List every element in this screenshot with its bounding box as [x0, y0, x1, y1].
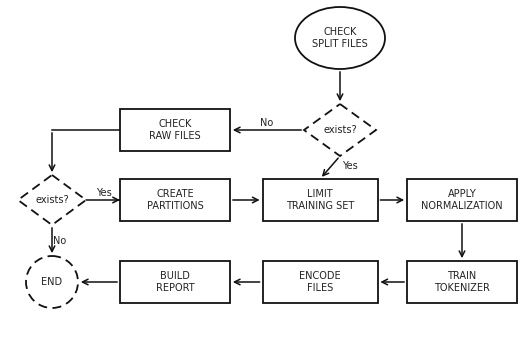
- Text: TRAIN
TOKENIZER: TRAIN TOKENIZER: [434, 271, 490, 293]
- Text: exists?: exists?: [35, 195, 69, 205]
- FancyBboxPatch shape: [262, 179, 378, 221]
- FancyBboxPatch shape: [120, 109, 230, 151]
- Text: APPLY
NORMALIZATION: APPLY NORMALIZATION: [421, 189, 503, 211]
- FancyBboxPatch shape: [407, 179, 517, 221]
- Text: exists?: exists?: [323, 125, 357, 135]
- Text: END: END: [42, 277, 63, 287]
- FancyBboxPatch shape: [120, 179, 230, 221]
- FancyBboxPatch shape: [262, 261, 378, 303]
- Text: CREATE
PARTITIONS: CREATE PARTITIONS: [147, 189, 204, 211]
- Text: No: No: [260, 118, 274, 128]
- Text: ENCODE
FILES: ENCODE FILES: [299, 271, 341, 293]
- Text: Yes: Yes: [342, 161, 358, 171]
- Circle shape: [26, 256, 78, 308]
- FancyBboxPatch shape: [120, 261, 230, 303]
- Text: BUILD
REPORT: BUILD REPORT: [156, 271, 194, 293]
- Text: LIMIT
TRAINING SET: LIMIT TRAINING SET: [286, 189, 354, 211]
- Polygon shape: [304, 104, 376, 156]
- Text: CHECK
SPLIT FILES: CHECK SPLIT FILES: [312, 27, 368, 49]
- Text: CHECK
RAW FILES: CHECK RAW FILES: [149, 119, 201, 141]
- Polygon shape: [18, 175, 86, 225]
- Ellipse shape: [295, 7, 385, 69]
- Text: Yes: Yes: [96, 188, 112, 198]
- FancyBboxPatch shape: [407, 261, 517, 303]
- Text: No: No: [53, 235, 67, 245]
